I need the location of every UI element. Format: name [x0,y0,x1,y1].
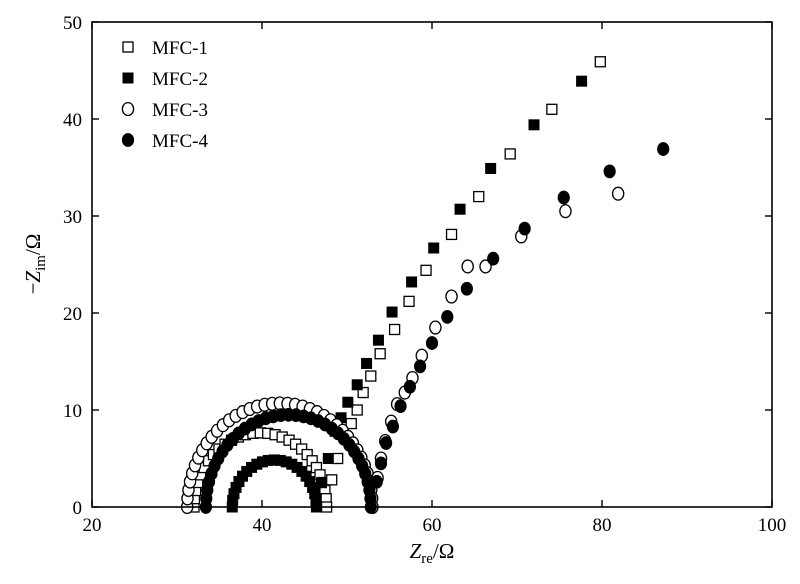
data-point [365,370,377,382]
data-point [428,242,440,254]
data-point [473,190,485,203]
data-point [485,162,497,174]
data-point [425,336,439,350]
y-axis-title: −Zim/Ω [21,234,49,295]
legend-item: MFC-1 [122,38,208,59]
legend-label: MFC-2 [152,69,208,90]
data-point [461,259,474,274]
data-point [372,334,384,346]
data-point [546,103,558,115]
x-tick-label: 100 [758,515,787,536]
data-point [351,379,363,391]
plot-frame [91,21,773,508]
data-point [504,148,516,160]
data-point [316,477,327,489]
data-point [657,142,670,156]
data-point [479,259,492,274]
data-point [342,396,354,408]
data-point [370,474,383,489]
legend-marker [121,101,135,117]
data-point [380,436,393,450]
x-axis-title: Zre/Ω [410,539,455,567]
legend: MFC-1 MFC-2 MFC-3 MFC-4 [121,38,208,152]
data-point [611,186,625,201]
data-point [429,320,442,335]
data-point [441,309,454,324]
series-mfc-2 [226,75,588,513]
y-tick-label: 0 [73,498,83,519]
data-point [557,190,570,205]
data-point [322,453,334,464]
data-point [374,456,388,471]
data-point [345,417,357,430]
data-point [414,359,427,374]
x-tick-label: 20 [83,515,102,536]
y-tick-label: 40 [63,110,82,131]
data-point [403,295,415,308]
data-point [559,204,572,219]
data-point [386,306,398,318]
data-point [454,203,466,215]
y-tick-label: 30 [63,207,82,228]
data-point [361,357,373,369]
series-mfc-4 [199,142,670,514]
data-point [528,119,540,131]
x-tick-label: 40 [253,515,272,536]
data-point [460,281,473,296]
data-point [576,75,588,87]
legend-label: MFC-1 [152,38,208,59]
data-point [351,404,363,416]
data-marks [180,56,670,515]
data-point [445,289,458,304]
data-point [487,251,500,266]
y-tick-label: 10 [63,401,82,422]
legend-marker [121,133,135,147]
legend-item: MFC-3 [121,100,208,121]
data-point [518,221,531,236]
x-tick-label: 80 [593,515,612,536]
y-tick-label: 20 [63,304,82,325]
data-point [357,386,369,399]
data-point [603,164,616,179]
y-tick-label: 50 [63,13,82,34]
data-point [406,276,418,288]
legend-marker [122,72,134,84]
data-point [386,419,399,434]
data-point [374,348,386,360]
data-point [594,56,606,68]
data-point [420,264,432,276]
x-tick-label: 60 [423,515,442,536]
legend-marker [122,41,134,53]
legend-item: MFC-4 [121,131,208,152]
data-point [326,474,338,486]
legend-label: MFC-3 [152,100,208,121]
data-point [394,399,407,414]
axis-ticks: 20 40 60 80 100 0 10 20 30 40 50 [63,13,786,536]
legend-label: MFC-4 [152,131,208,152]
data-point [331,452,344,465]
data-point [403,379,416,394]
legend-item: MFC-2 [122,69,208,90]
series-mfc-1 [188,56,606,513]
data-point [445,228,458,241]
data-point [388,323,401,336]
